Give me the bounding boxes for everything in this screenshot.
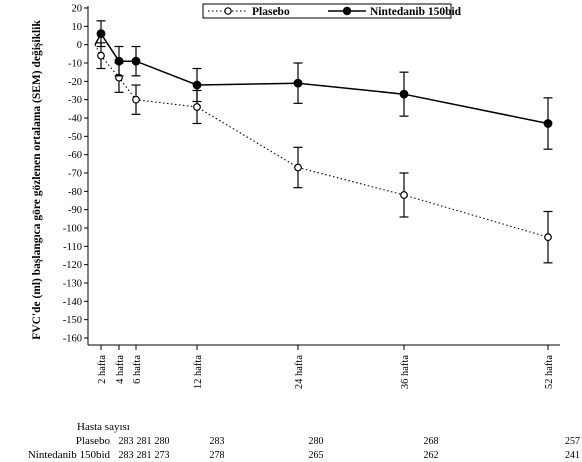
data-point [193, 103, 201, 111]
risk-count-cell: 268 [423, 436, 439, 447]
y-tick-label: -80 [68, 187, 82, 198]
risk-count-cell: 280 [308, 436, 324, 447]
y-tick-label: 20 [72, 4, 83, 15]
fvc-change-chart: 20 10 0 -10 -20 -30 -40 -50 -60 -70 -80 -90 -100 -110… [31, 3, 560, 389]
y-tick-label: -140 [63, 297, 82, 308]
risk-count-cell: 265 [308, 450, 324, 461]
risk-count-cell: 241 [565, 450, 580, 461]
data-point [294, 163, 302, 172]
data-point [543, 119, 553, 128]
risk-count-cell: 283 [118, 436, 134, 447]
x-tick-label: 52 hafta [544, 355, 555, 389]
legend: Plasebo Nintedanib 150bid [202, 3, 462, 19]
risk-count-cell: 273 [154, 450, 170, 461]
legend-label: Nintedanib 150bid [370, 6, 462, 18]
data-point [96, 29, 106, 39]
y-tick-label: -30 [68, 95, 82, 106]
x-tick-label: 12 hafta [193, 355, 204, 389]
y-tick-label: -120 [63, 260, 82, 271]
data-point [192, 80, 202, 90]
y-tick-label: -150 [63, 315, 82, 326]
series-line [94, 32, 549, 125]
risk-count-cell: 281 [136, 450, 152, 461]
risk-row-label: Plasebo [75, 435, 110, 447]
y-tick-label: -60 [68, 150, 82, 161]
data-point [132, 95, 140, 104]
legend-label: Plasebo [252, 6, 290, 18]
data-point [97, 51, 105, 60]
y-axis-label: FVC'de (ml) başlangıca göre gözlenen ort… [31, 20, 43, 340]
data-point [131, 56, 141, 66]
x-tick-label: 6 hafta [132, 355, 143, 384]
y-tick-label: -70 [68, 169, 82, 180]
risk-count-cell: 283 [118, 450, 134, 461]
y-tick-label: -50 [68, 132, 82, 143]
data-point [544, 233, 552, 242]
y-tick-label: -100 [63, 224, 82, 235]
y-tick-label: 10 [72, 22, 83, 33]
legend-box [202, 3, 452, 19]
x-tick-label: 36 hafta [400, 355, 411, 389]
legend-marker [224, 7, 232, 15]
data-point [114, 56, 124, 66]
x-tick-label: 4 hafta [115, 355, 126, 384]
data-point [400, 191, 408, 199]
risk-count-cell: 262 [423, 450, 439, 461]
x-tick-label: 2 hafta [97, 355, 108, 384]
data-point [293, 78, 303, 88]
risk-count-cell: 281 [136, 436, 152, 447]
y-tick-label: 0 [77, 40, 82, 51]
risk-count-cell: 278 [209, 450, 225, 461]
risk-table-title: Hasta sayısı [77, 421, 130, 433]
y-tick-label: -10 [68, 59, 82, 70]
series-placebo [94, 42, 553, 264]
y-axis: 20 10 0 -10 -20 -30 -40 -50 -60 -70 -80 -90 -100 -110… [63, 4, 89, 345]
series-nintedanib [94, 20, 553, 150]
y-tick-label: -40 [68, 114, 82, 125]
y-tick-label: -130 [63, 279, 82, 290]
y-tick-label: -160 [63, 334, 82, 345]
risk-count-cell: 280 [154, 436, 170, 447]
x-axis: 2 hafta 4 hafta 6 hafta 12 hafta 24 hafta 36 … [88, 344, 560, 389]
x-tick-label: 24 hafta [294, 355, 305, 389]
y-tick-label: -90 [68, 205, 82, 216]
risk-count-cell: 257 [565, 436, 580, 447]
series-group [94, 20, 553, 264]
legend-marker [342, 6, 352, 16]
y-tick-label: -20 [68, 77, 82, 88]
data-point [399, 89, 409, 99]
series-line [94, 44, 549, 238]
risk-row-label: Nintedanib 150bid [27, 449, 110, 461]
y-tick-label: -110 [63, 242, 82, 253]
risk-count-cell: 283 [209, 436, 225, 447]
